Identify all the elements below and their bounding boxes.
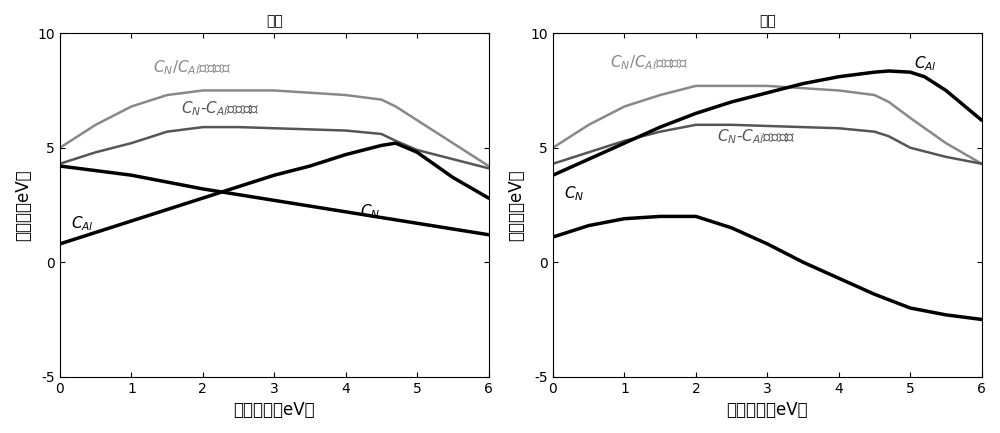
Y-axis label: 形成能（eV）: 形成能（eV） — [14, 169, 32, 241]
Title: 富铝: 富铝 — [759, 14, 776, 28]
X-axis label: 费米能级（eV）: 费米能级（eV） — [727, 401, 808, 419]
Y-axis label: 形成能（eV）: 形成能（eV） — [507, 169, 525, 241]
Text: $C_N$-$C_{Al}$复合缺陷: $C_N$-$C_{Al}$复合缺陷 — [717, 127, 796, 145]
Title: 富氮: 富氮 — [266, 14, 283, 28]
Text: $C_N$/$C_{Al}$独立缺陷: $C_N$/$C_{Al}$独立缺陷 — [610, 54, 688, 72]
Text: $C_{Al}$: $C_{Al}$ — [71, 214, 94, 233]
Text: $C_N$: $C_N$ — [360, 202, 380, 221]
Text: $C_N$/$C_{Al}$独立缺陷: $C_N$/$C_{Al}$独立缺陷 — [153, 58, 231, 77]
X-axis label: 费米能级（eV）: 费米能级（eV） — [233, 401, 315, 419]
Text: $C_{Al}$: $C_{Al}$ — [914, 55, 937, 74]
Text: $C_N$: $C_N$ — [564, 184, 584, 203]
Text: $C_N$-$C_{Al}$复合缺陷: $C_N$-$C_{Al}$复合缺陷 — [181, 99, 260, 118]
